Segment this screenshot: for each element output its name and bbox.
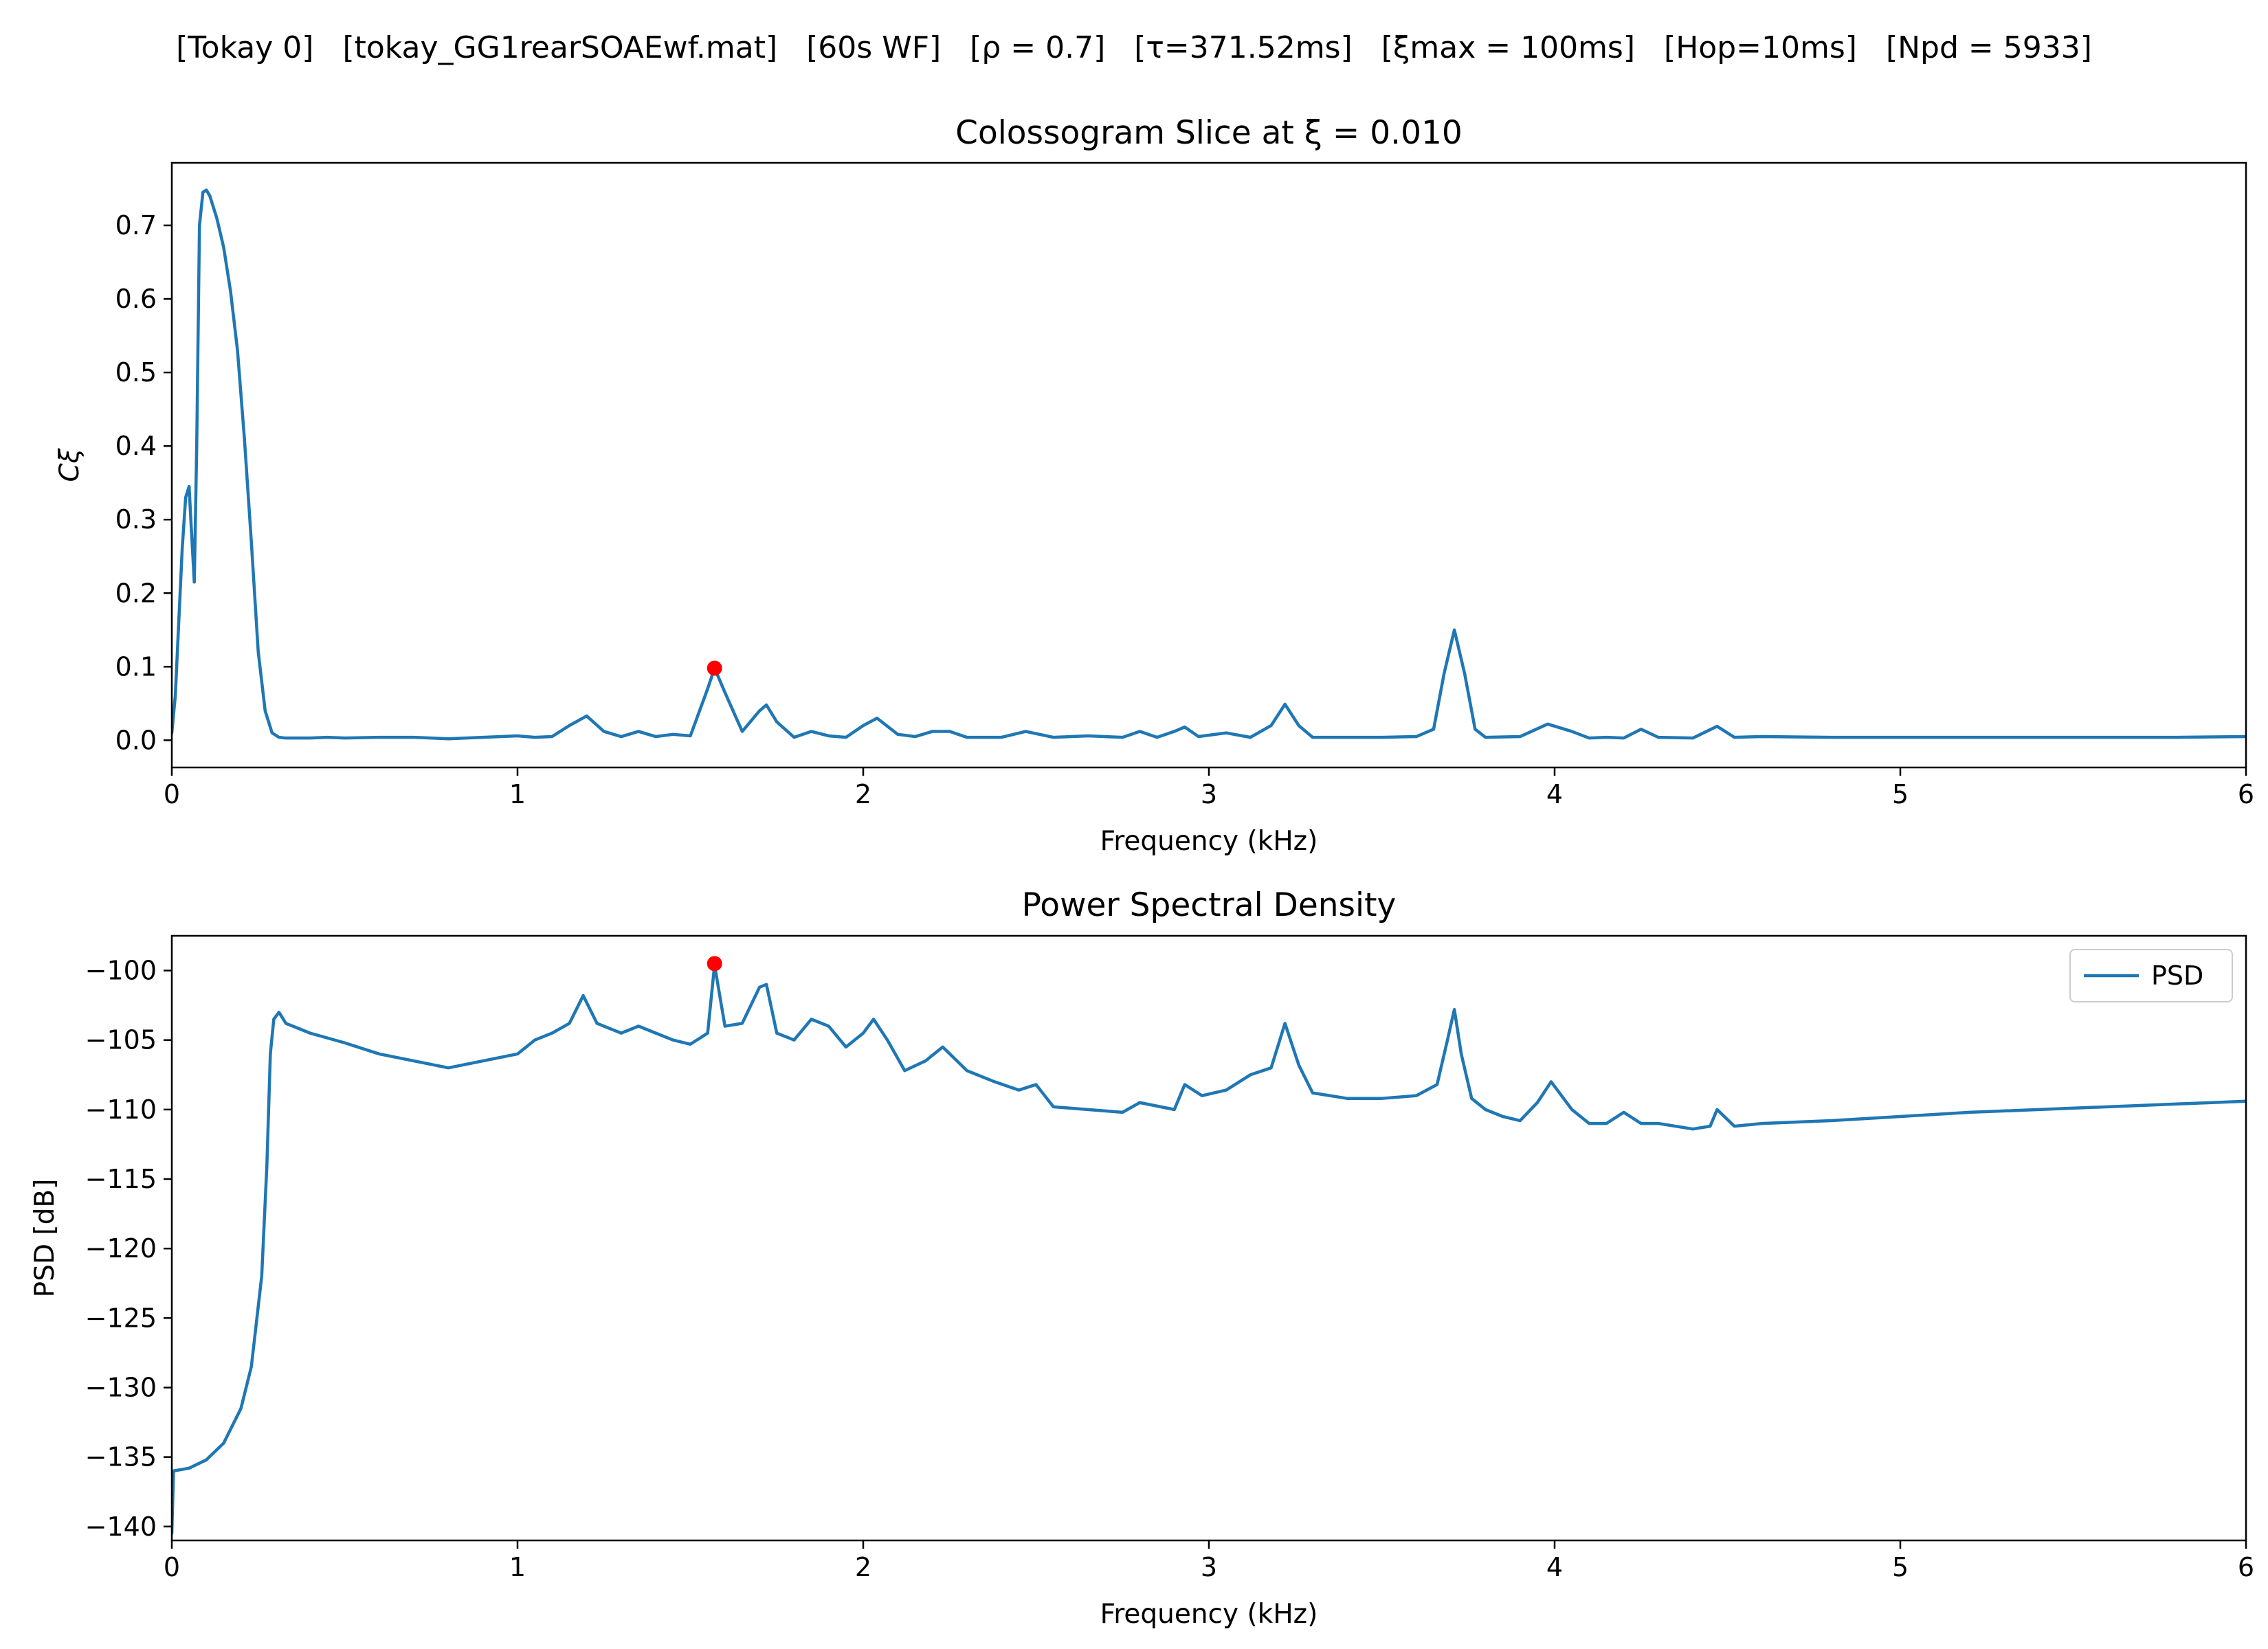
psd-x-axis-label: Frequency (kHz) bbox=[1100, 1599, 1318, 1630]
colossogram-peak-marker bbox=[707, 660, 722, 676]
colossogram-y-tick-label: 0.6 bbox=[115, 284, 157, 314]
colossogram-x-tick-label: 5 bbox=[1892, 779, 1909, 809]
psd-y-tick-label: −115 bbox=[85, 1164, 157, 1194]
psd-y-ticks: −100 −105 −110 −115 −120 −125 −130 −135 −140 bbox=[85, 956, 172, 1542]
psd-x-tick-label: 1 bbox=[509, 1552, 526, 1582]
colossogram-series-line-0 bbox=[172, 188, 2246, 741]
psd-plot-area bbox=[172, 956, 2246, 1536]
figure-suptitle: [Tokay 0] [tokay_GG1rearSOAEwf.mat] [60s… bbox=[176, 30, 2092, 65]
colossogram-x-tick-label: 0 bbox=[164, 779, 180, 809]
colossogram-x-tick-label: 4 bbox=[1546, 779, 1563, 809]
psd-x-tick-label: 0 bbox=[164, 1552, 180, 1582]
colossogram-x-tick-label: 1 bbox=[509, 779, 526, 809]
colossogram-x-axis-label: Frequency (kHz) bbox=[1100, 826, 1318, 857]
colossogram-plot-area bbox=[172, 188, 2246, 741]
colossogram-slice-panel: Colossogram Slice at ξ = 0.010 0 1 2 3 4 5 6 0… bbox=[54, 114, 2254, 857]
suptitle-file: [tokay_GG1rearSOAEwf.mat] bbox=[342, 30, 777, 65]
suptitle-subject: [Tokay 0] bbox=[176, 30, 313, 65]
colossogram-y-tick-label: 0.5 bbox=[115, 357, 157, 388]
colossogram-y-ticks: 0.0 0.1 0.2 0.3 0.4 0.5 0.6 0.7 bbox=[115, 210, 172, 755]
suptitle-npd: [Npd = 5933] bbox=[1886, 30, 2092, 65]
colossogram-x-tick-label: 6 bbox=[2238, 779, 2254, 809]
psd-y-axis-label: PSD [dB] bbox=[30, 1179, 60, 1298]
colossogram-x-tick-label: 3 bbox=[1201, 779, 1217, 809]
colossogram-y-tick-label: 0.3 bbox=[115, 504, 157, 535]
psd-y-tick-label: −125 bbox=[85, 1303, 157, 1333]
colossogram-y-tick-label: 0.0 bbox=[115, 725, 157, 755]
psd-y-tick-label: −100 bbox=[85, 956, 157, 986]
psd-title: Power Spectral Density bbox=[1022, 886, 1397, 924]
colossogram-title: Colossogram Slice at ξ = 0.010 bbox=[955, 114, 1463, 152]
psd-y-tick-label: −105 bbox=[85, 1025, 157, 1055]
colossogram-y-tick-label: 0.1 bbox=[115, 651, 157, 682]
colossogram-y-tick-label: 0.4 bbox=[115, 431, 157, 461]
suptitle-rho: [ρ = 0.7] bbox=[970, 30, 1105, 65]
psd-y-tick-label: −120 bbox=[85, 1233, 157, 1264]
suptitle-ximax: [ξmax = 100ms] bbox=[1381, 30, 1635, 65]
colossogram-y-tick-label: 0.7 bbox=[115, 210, 157, 240]
psd-legend-label: PSD bbox=[2151, 961, 2203, 991]
psd-x-tick-label: 5 bbox=[1892, 1552, 1909, 1582]
colossogram-y-tick-label: 0.2 bbox=[115, 578, 157, 608]
suptitle-tau: [τ=371.52ms] bbox=[1134, 30, 1352, 65]
psd-y-tick-label: −130 bbox=[85, 1372, 157, 1402]
psd-x-tick-label: 2 bbox=[855, 1552, 871, 1582]
colossogram-x-ticks: 0 1 2 3 4 5 6 bbox=[164, 767, 2254, 809]
suptitle-duration: [60s WF] bbox=[806, 30, 941, 65]
colossogram-x-tick-label: 2 bbox=[855, 779, 871, 809]
psd-x-ticks: 0 1 2 3 4 5 6 bbox=[164, 1540, 2254, 1582]
psd-x-tick-label: 6 bbox=[2238, 1552, 2254, 1582]
psd-series-line-0 bbox=[172, 963, 2246, 1536]
colossogram-y-axis-label: Cξ bbox=[54, 448, 85, 482]
psd-peak-marker bbox=[707, 956, 722, 972]
suptitle-hop: [Hop=10ms] bbox=[1664, 30, 1857, 65]
colossogram-y-axis-label-text: Cξ bbox=[54, 448, 85, 482]
psd-legend: PSD bbox=[2069, 949, 2233, 1002]
psd-legend-box bbox=[2069, 949, 2233, 1002]
psd-y-tick-label: −110 bbox=[85, 1095, 157, 1125]
psd-x-tick-label: 4 bbox=[1546, 1552, 1563, 1582]
psd-y-tick-label: −140 bbox=[85, 1512, 157, 1542]
psd-y-tick-label: −135 bbox=[85, 1442, 157, 1472]
psd-x-tick-label: 3 bbox=[1201, 1552, 1217, 1582]
